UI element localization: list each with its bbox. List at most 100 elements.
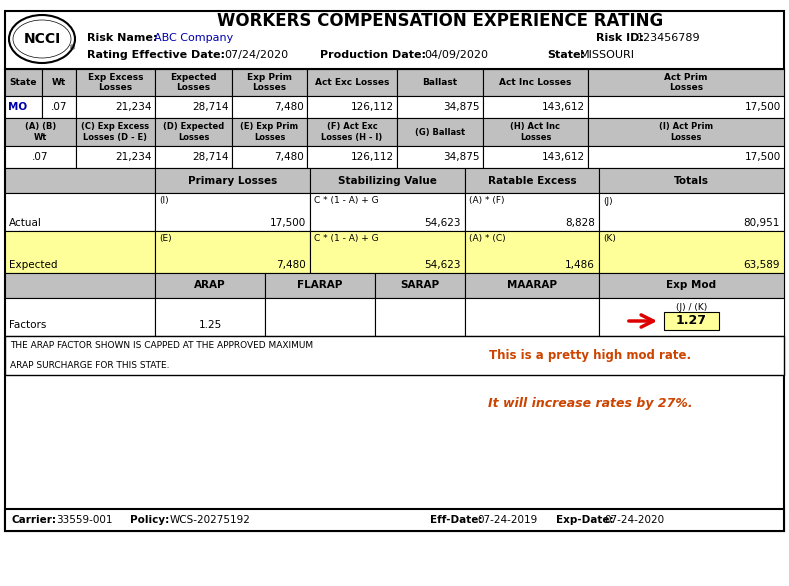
Text: It will increase rates by 27%.: It will increase rates by 27%. xyxy=(488,397,692,410)
Bar xyxy=(599,273,784,298)
Text: (D) Expected
Losses: (D) Expected Losses xyxy=(163,122,224,142)
Text: State:: State: xyxy=(547,50,585,60)
Text: MAARAP: MAARAP xyxy=(507,281,557,291)
Text: 33559-001: 33559-001 xyxy=(56,515,113,525)
Text: 17,500: 17,500 xyxy=(745,152,781,162)
Bar xyxy=(307,146,397,168)
Text: This is a pretty high mod rate.: This is a pretty high mod rate. xyxy=(489,349,691,362)
Bar xyxy=(5,273,155,298)
Text: Expected: Expected xyxy=(9,260,58,270)
Bar xyxy=(307,118,397,146)
Bar xyxy=(155,69,232,96)
Bar xyxy=(375,273,465,298)
Bar xyxy=(42,69,76,96)
Text: 54,623: 54,623 xyxy=(424,260,461,270)
Bar xyxy=(5,298,155,336)
Text: (H) Act Inc
Losses: (H) Act Inc Losses xyxy=(510,122,560,142)
Bar xyxy=(307,69,397,96)
Text: Production Date:: Production Date: xyxy=(320,50,426,60)
Bar xyxy=(155,298,265,336)
Bar xyxy=(465,193,599,231)
Bar xyxy=(76,96,155,118)
Text: (J) / (K): (J) / (K) xyxy=(676,302,707,312)
Text: ABC Company: ABC Company xyxy=(154,33,234,43)
Bar xyxy=(155,146,232,168)
Bar xyxy=(483,118,588,146)
Bar xyxy=(599,231,784,273)
Bar xyxy=(5,509,784,531)
Text: (E): (E) xyxy=(159,234,172,244)
Bar xyxy=(397,96,483,118)
Text: Policy:: Policy: xyxy=(130,515,170,525)
Bar xyxy=(375,298,465,336)
Bar xyxy=(5,146,76,168)
Text: MISSOURI: MISSOURI xyxy=(580,50,635,60)
Text: FLARAP: FLARAP xyxy=(297,281,342,291)
Text: 28,714: 28,714 xyxy=(193,102,229,112)
Bar xyxy=(265,298,375,336)
Bar xyxy=(155,231,310,273)
Bar xyxy=(155,118,232,146)
Text: Ballast: Ballast xyxy=(422,78,458,87)
Text: 28,714: 28,714 xyxy=(193,152,229,162)
Text: ARAP SURCHARGE FOR THIS STATE.: ARAP SURCHARGE FOR THIS STATE. xyxy=(10,360,170,370)
Text: (A) (B)
Wt: (A) (B) Wt xyxy=(25,122,56,142)
Text: 143,612: 143,612 xyxy=(542,152,585,162)
Bar xyxy=(599,298,784,336)
Text: (I) Act Prim
Losses: (I) Act Prim Losses xyxy=(659,122,713,142)
Text: MO: MO xyxy=(8,102,27,112)
Text: State: State xyxy=(9,78,37,87)
Bar xyxy=(232,118,307,146)
Text: (J): (J) xyxy=(603,196,612,206)
Text: ®: ® xyxy=(69,45,77,51)
Text: Wt: Wt xyxy=(52,78,66,87)
Text: Factors: Factors xyxy=(9,320,47,330)
Text: 63,589: 63,589 xyxy=(743,260,780,270)
Bar xyxy=(397,118,483,146)
Text: Carrier:: Carrier: xyxy=(12,515,57,525)
Bar xyxy=(307,96,397,118)
Text: 17,500: 17,500 xyxy=(745,102,781,112)
Text: 123456789: 123456789 xyxy=(637,33,701,43)
Text: WCS-20275192: WCS-20275192 xyxy=(170,515,251,525)
Bar xyxy=(465,168,599,193)
Text: (I): (I) xyxy=(159,196,169,206)
Bar xyxy=(310,168,465,193)
Text: 21,234: 21,234 xyxy=(115,152,152,162)
Bar xyxy=(5,69,42,96)
Text: C * (1 - A) + G: C * (1 - A) + G xyxy=(314,196,379,206)
Text: (C) Exp Excess
Losses (D - E): (C) Exp Excess Losses (D - E) xyxy=(81,122,150,142)
Text: 8,828: 8,828 xyxy=(565,218,595,228)
Text: (F) Act Exc
Losses (H - I): (F) Act Exc Losses (H - I) xyxy=(321,122,383,142)
Text: (A) * (C): (A) * (C) xyxy=(469,234,506,244)
Text: C * (1 - A) + G: C * (1 - A) + G xyxy=(314,234,379,244)
Text: THE ARAP FACTOR SHOWN IS CAPPED AT THE APPROVED MAXIMUM: THE ARAP FACTOR SHOWN IS CAPPED AT THE A… xyxy=(10,342,313,350)
Text: 04/09/2020: 04/09/2020 xyxy=(424,50,488,60)
Bar xyxy=(397,69,483,96)
Bar xyxy=(599,193,784,231)
Text: .07: .07 xyxy=(32,152,49,162)
Text: Primary Losses: Primary Losses xyxy=(188,175,277,186)
Text: 54,623: 54,623 xyxy=(424,218,461,228)
Text: .07: .07 xyxy=(50,102,67,112)
Bar xyxy=(664,312,719,330)
Bar xyxy=(310,193,465,231)
Text: Stabilizing Value: Stabilizing Value xyxy=(338,175,437,186)
Bar xyxy=(232,96,307,118)
Text: 126,112: 126,112 xyxy=(351,102,394,112)
Bar xyxy=(483,69,588,96)
Text: (E) Exp Prim
Losses: (E) Exp Prim Losses xyxy=(241,122,298,142)
Bar xyxy=(599,168,784,193)
Bar xyxy=(5,11,784,531)
Text: Risk ID:: Risk ID: xyxy=(596,33,644,43)
Text: 7,480: 7,480 xyxy=(275,152,304,162)
Bar xyxy=(155,168,310,193)
Bar xyxy=(5,336,784,375)
Text: 143,612: 143,612 xyxy=(542,102,585,112)
Text: Risk Name:: Risk Name: xyxy=(87,33,157,43)
Bar xyxy=(42,96,76,118)
Text: Totals: Totals xyxy=(674,175,709,186)
Text: 80,951: 80,951 xyxy=(743,218,780,228)
Text: 34,875: 34,875 xyxy=(443,152,480,162)
Text: 1.27: 1.27 xyxy=(676,315,707,328)
